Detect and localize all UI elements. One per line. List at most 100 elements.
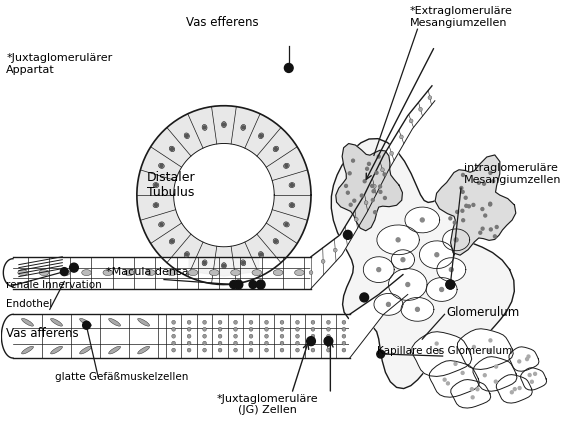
Circle shape (326, 341, 331, 345)
Circle shape (438, 349, 441, 352)
Text: Distaler
Tubulus: Distaler Tubulus (146, 171, 195, 199)
Circle shape (518, 386, 521, 389)
Text: Endothel: Endothel (6, 299, 52, 309)
Ellipse shape (188, 269, 198, 275)
Circle shape (265, 348, 268, 352)
Circle shape (384, 196, 387, 199)
Ellipse shape (202, 125, 207, 130)
Circle shape (171, 327, 175, 331)
Circle shape (489, 203, 491, 206)
Ellipse shape (153, 203, 159, 208)
Ellipse shape (283, 222, 289, 227)
Circle shape (456, 210, 459, 213)
Circle shape (275, 240, 278, 243)
Circle shape (296, 320, 300, 324)
Circle shape (285, 63, 293, 72)
Text: *Juxtaglomeruläre
(JG) Zellen: *Juxtaglomeruläre (JG) Zellen (217, 394, 318, 415)
Circle shape (69, 263, 78, 272)
Circle shape (531, 380, 533, 383)
Circle shape (409, 119, 413, 123)
Circle shape (343, 230, 352, 239)
Ellipse shape (146, 269, 155, 275)
Circle shape (249, 341, 253, 345)
Circle shape (265, 327, 268, 331)
Ellipse shape (82, 269, 92, 275)
Circle shape (518, 360, 521, 363)
Circle shape (280, 320, 284, 324)
Circle shape (533, 372, 536, 375)
Circle shape (203, 320, 206, 324)
Circle shape (311, 334, 315, 338)
Circle shape (460, 187, 463, 190)
Polygon shape (174, 144, 274, 247)
Ellipse shape (241, 125, 246, 130)
Circle shape (353, 199, 356, 202)
Circle shape (187, 348, 191, 352)
Circle shape (160, 164, 163, 167)
Circle shape (187, 341, 191, 345)
Ellipse shape (153, 183, 159, 187)
Circle shape (366, 167, 368, 170)
Circle shape (203, 327, 206, 331)
Ellipse shape (18, 269, 27, 275)
Circle shape (311, 320, 315, 324)
Circle shape (489, 202, 491, 205)
Circle shape (218, 334, 222, 338)
Ellipse shape (273, 269, 283, 275)
Circle shape (528, 374, 531, 377)
Circle shape (379, 190, 382, 193)
Circle shape (377, 350, 385, 358)
Circle shape (349, 203, 352, 206)
Circle shape (187, 320, 191, 324)
Ellipse shape (138, 346, 150, 354)
Circle shape (296, 327, 300, 331)
Circle shape (527, 355, 530, 358)
Circle shape (324, 337, 333, 346)
Polygon shape (429, 360, 479, 397)
Circle shape (352, 159, 354, 162)
Circle shape (171, 147, 174, 150)
Text: Kapillare des Glomerulum: Kapillare des Glomerulum (377, 346, 512, 356)
Circle shape (259, 134, 262, 137)
Circle shape (203, 126, 206, 129)
Circle shape (483, 374, 486, 377)
Ellipse shape (202, 260, 207, 266)
Polygon shape (137, 106, 311, 284)
Polygon shape (473, 357, 517, 391)
Circle shape (342, 341, 346, 345)
Ellipse shape (51, 346, 62, 354)
Circle shape (326, 327, 331, 331)
Circle shape (477, 181, 480, 184)
Circle shape (476, 388, 479, 391)
Circle shape (285, 164, 288, 167)
Circle shape (491, 180, 494, 183)
Circle shape (326, 348, 331, 352)
Circle shape (420, 218, 424, 222)
Circle shape (234, 320, 237, 324)
Circle shape (489, 171, 492, 174)
Circle shape (259, 253, 262, 256)
Circle shape (234, 341, 237, 345)
Circle shape (471, 396, 474, 399)
Circle shape (468, 205, 470, 208)
Ellipse shape (169, 146, 175, 152)
Circle shape (381, 168, 384, 172)
Circle shape (203, 341, 206, 345)
Circle shape (440, 287, 444, 292)
Circle shape (374, 211, 377, 214)
Circle shape (447, 382, 449, 385)
Circle shape (265, 320, 268, 324)
Circle shape (461, 190, 464, 193)
Ellipse shape (138, 318, 150, 326)
Circle shape (154, 184, 157, 187)
Circle shape (461, 371, 464, 374)
Circle shape (326, 334, 331, 338)
Circle shape (280, 348, 284, 352)
Circle shape (280, 341, 284, 345)
Circle shape (443, 378, 446, 381)
Circle shape (481, 207, 484, 210)
Ellipse shape (258, 133, 264, 139)
Circle shape (496, 226, 498, 229)
Ellipse shape (273, 238, 279, 244)
Circle shape (396, 238, 400, 242)
